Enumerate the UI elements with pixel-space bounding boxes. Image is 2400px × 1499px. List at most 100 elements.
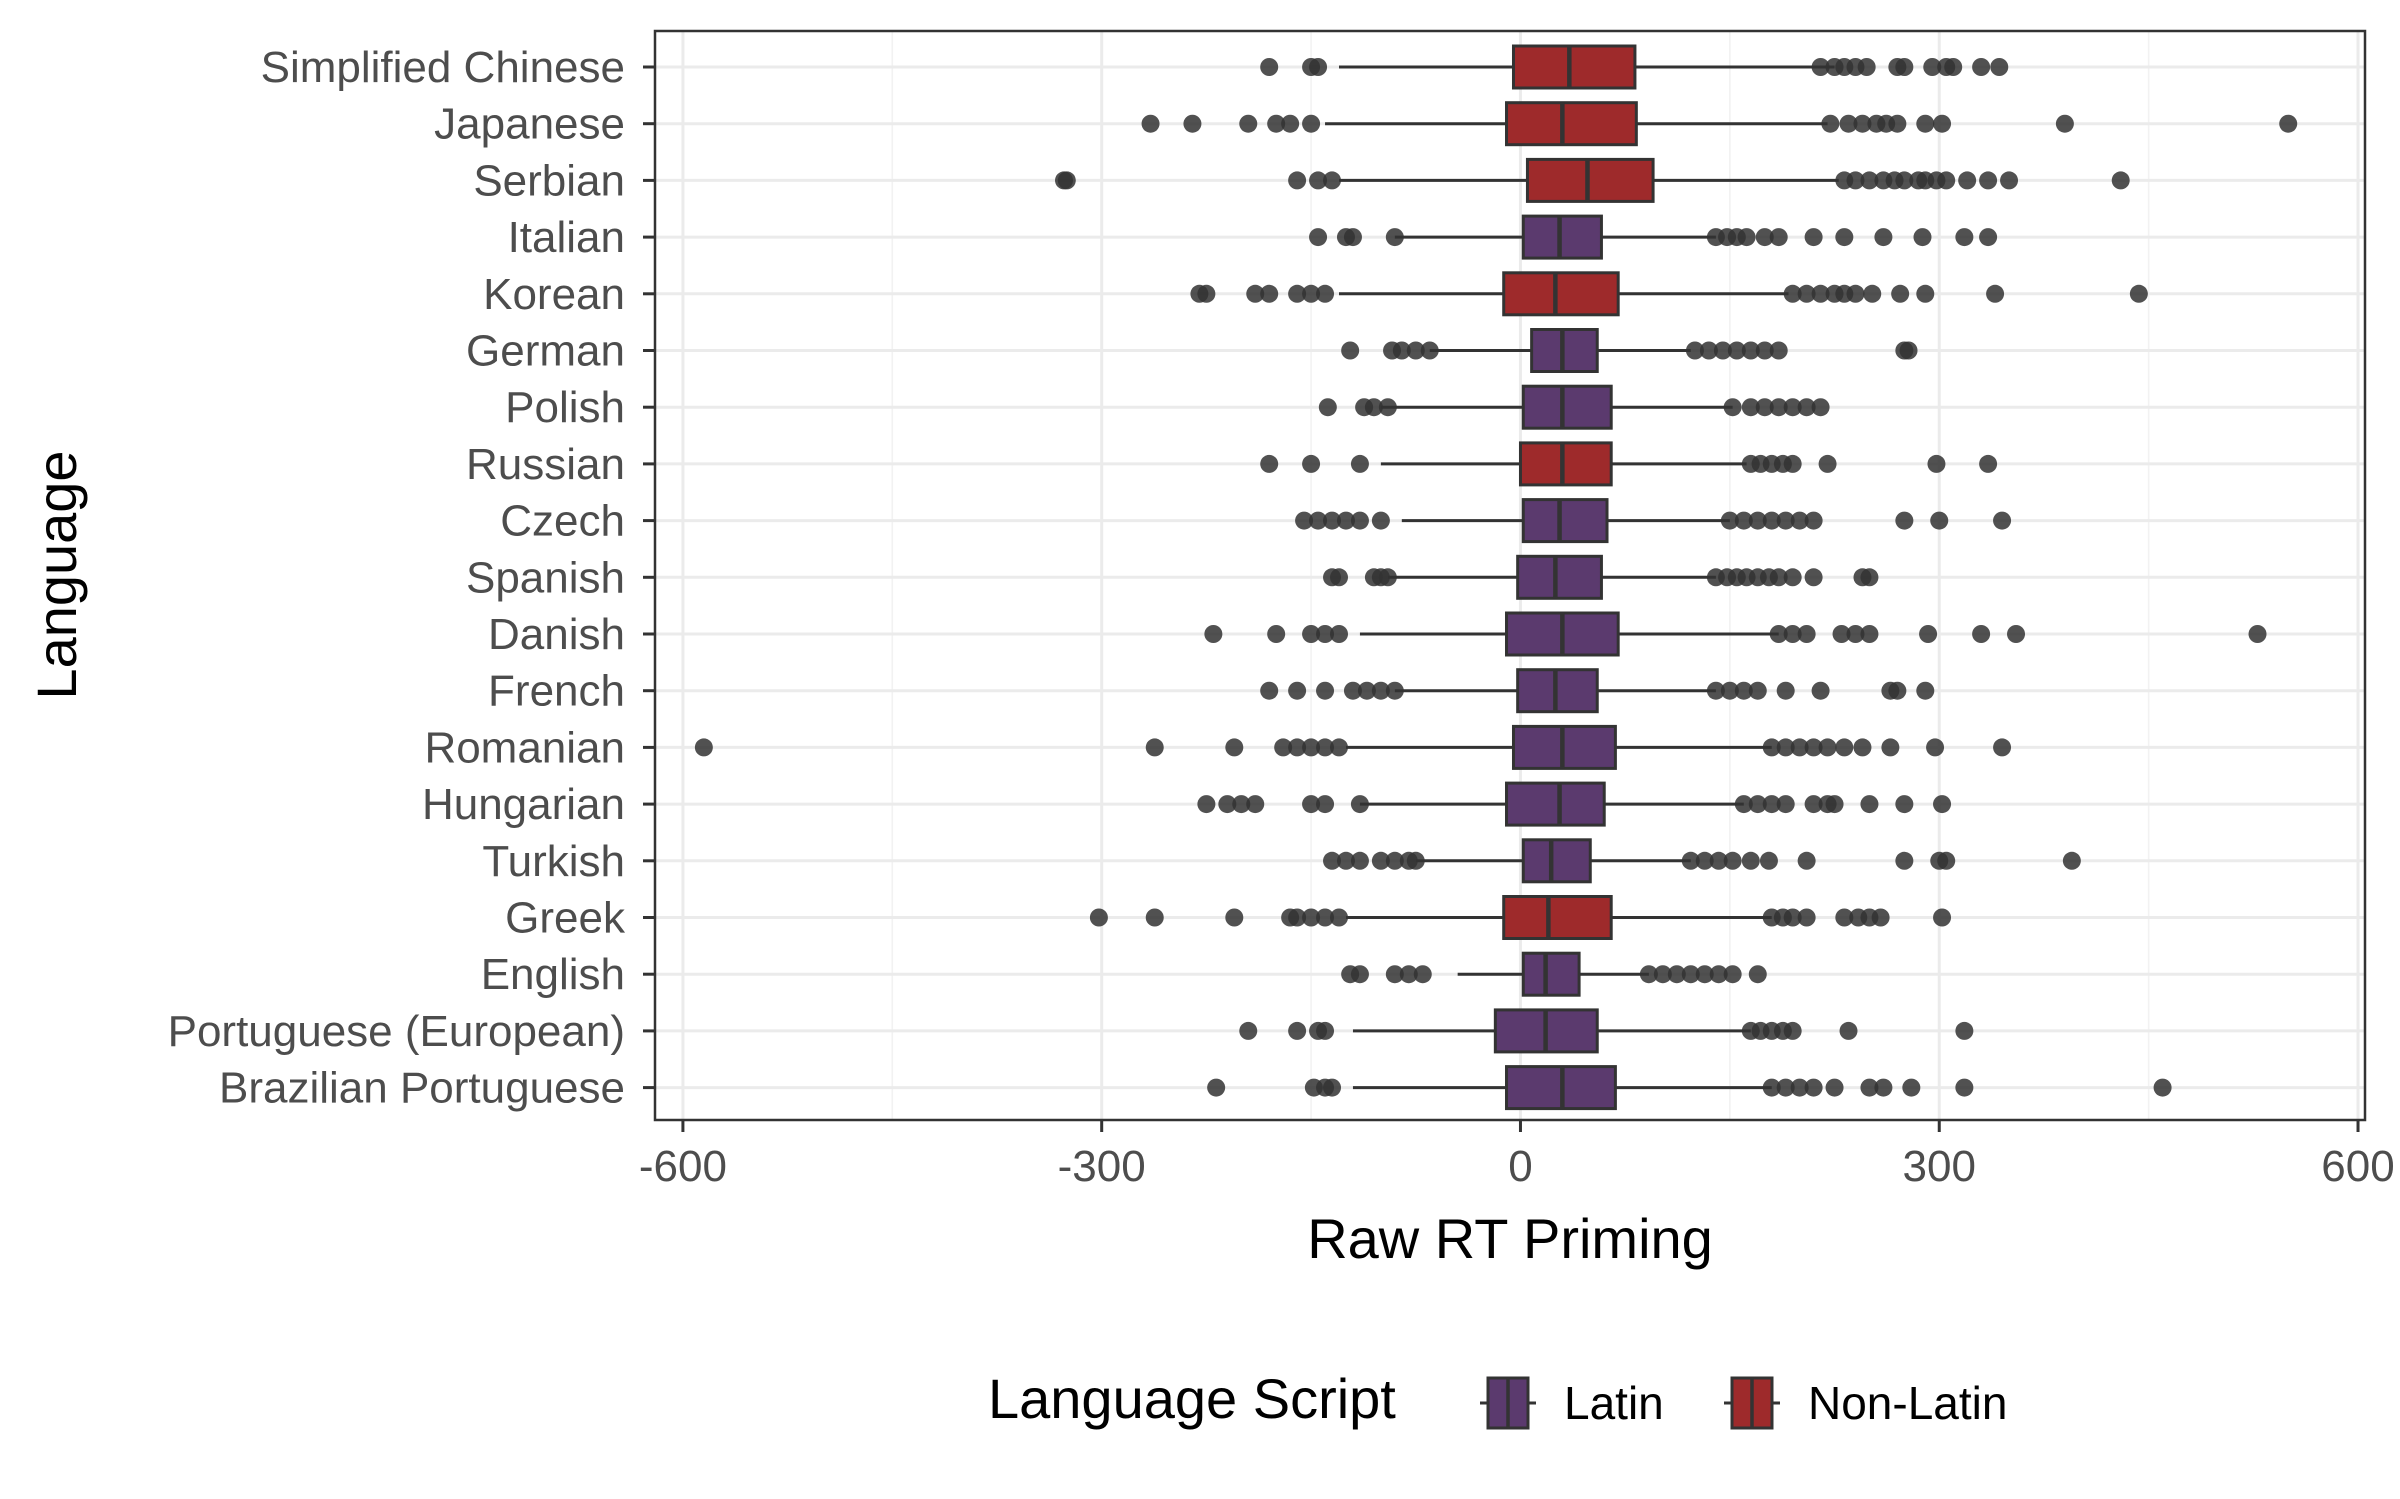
outlier-point <box>1797 625 1816 643</box>
outlier-point <box>1302 795 1321 814</box>
x-axis: -600 -300 0 300 600 <box>639 1120 2395 1191</box>
legend-item-non-latin: Non-Latin <box>1724 1376 2007 1430</box>
outlier-point <box>1378 568 1397 587</box>
outlier-point <box>1990 58 2009 76</box>
outlier-point <box>1350 454 1369 473</box>
y-tick-label: Portuguese (European) <box>168 1007 625 1056</box>
y-tick-label: Turkish <box>482 837 625 886</box>
outlier-point <box>1811 681 1830 700</box>
outlier-point <box>1330 908 1348 927</box>
outlier-point <box>1769 398 1788 417</box>
outlier-point <box>1783 454 1802 473</box>
outlier-point <box>1057 171 1076 190</box>
outlier-point <box>1888 114 1907 133</box>
outlier-point <box>1881 738 1900 757</box>
outlier-point <box>1797 851 1816 870</box>
outlier-point <box>1783 398 1802 417</box>
outlier-point <box>1783 625 1802 643</box>
y-tick-label: Hungarian <box>422 780 625 829</box>
y-tick-label: Japanese <box>434 100 625 149</box>
box-spanish <box>1323 554 1879 600</box>
outlier-point <box>1993 511 2012 530</box>
outlier-point <box>1835 908 1854 927</box>
box-serbian <box>1055 157 2130 203</box>
outlier-point <box>1267 114 1286 133</box>
outlier-point <box>1323 1078 1342 1097</box>
box-iqr <box>1502 895 1613 940</box>
outlier-point <box>1811 284 1830 303</box>
outlier-point <box>1797 908 1816 927</box>
box-english <box>1341 951 1767 997</box>
outlier-point <box>1748 795 1767 814</box>
outlier-point <box>1727 341 1746 360</box>
outlier-point <box>1225 908 1244 927</box>
outlier-point <box>1895 795 1914 814</box>
outlier-point <box>1734 511 1753 530</box>
outlier-point <box>1145 908 1164 927</box>
outlier-point <box>1895 171 1914 190</box>
outlier-point <box>1860 568 1879 587</box>
outlier-point <box>1860 171 1879 190</box>
outlier-point <box>1309 171 1328 190</box>
outlier-point <box>2111 171 2130 190</box>
outlier-point <box>1776 795 1795 814</box>
outlier-point <box>1316 795 1335 814</box>
outlier-point <box>1783 284 1802 303</box>
outlier-point <box>1667 965 1686 984</box>
outlier-point <box>1741 398 1760 417</box>
outlier-point <box>1979 171 1998 190</box>
outlier-point <box>1762 738 1781 757</box>
y-axis-title: Language <box>25 450 88 699</box>
outlier-point <box>1316 908 1335 927</box>
outlier-point <box>2153 1078 2172 1097</box>
outlier-point <box>1762 1078 1781 1097</box>
outlier-point <box>1860 795 1879 814</box>
outlier-point <box>1239 1021 1258 1040</box>
outlier-point <box>1755 228 1774 247</box>
outlier-point <box>1232 795 1251 814</box>
outlier-point <box>1639 965 1658 984</box>
y-tick-label: Serbian <box>473 156 625 205</box>
outlier-point <box>1979 454 1998 473</box>
box-iqr <box>1521 498 1609 544</box>
outlier-point <box>1309 511 1328 530</box>
y-tick-label: Greek <box>505 894 626 943</box>
outlier-point <box>1821 114 1840 133</box>
outlier-point <box>1846 171 1865 190</box>
outlier-point <box>1955 1021 1974 1040</box>
outlier-point <box>1748 965 1767 984</box>
outlier-point <box>1288 284 1307 303</box>
outlier-point <box>1846 625 1865 643</box>
outlier-point <box>1804 228 1823 247</box>
outlier-point <box>1853 738 1872 757</box>
outlier-point <box>1260 681 1279 700</box>
outlier-point <box>1839 1021 1858 1040</box>
outlier-point <box>1748 681 1767 700</box>
box-japanese <box>1141 101 2298 147</box>
outlier-point <box>1197 284 1216 303</box>
outlier-point <box>1818 454 1837 473</box>
y-tick-label: Italian <box>508 213 625 262</box>
outlier-point <box>1385 681 1404 700</box>
outlier-point <box>1790 1078 1809 1097</box>
y-tick-label: Spanish <box>466 553 625 602</box>
outlier-point <box>1316 738 1335 757</box>
outlier-point <box>1762 511 1781 530</box>
outlier-point <box>1302 625 1321 643</box>
outlier-point <box>1930 511 1949 530</box>
outlier-point <box>1260 454 1279 473</box>
outlier-point <box>1755 398 1774 417</box>
outlier-point <box>1825 1078 1844 1097</box>
outlier-point <box>1385 851 1404 870</box>
outlier-point <box>1343 681 1362 700</box>
box-hungarian <box>1197 781 1952 827</box>
outlier-point <box>1330 625 1348 643</box>
outlier-point <box>1776 511 1795 530</box>
outlier-point <box>1350 965 1369 984</box>
outlier-point <box>1330 738 1348 757</box>
outlier-point <box>1790 738 1809 757</box>
outlier-point <box>1695 851 1714 870</box>
outlier-point <box>1720 681 1739 700</box>
outlier-point <box>1835 738 1854 757</box>
y-tick-label: Brazilian Portuguese <box>219 1064 625 1113</box>
